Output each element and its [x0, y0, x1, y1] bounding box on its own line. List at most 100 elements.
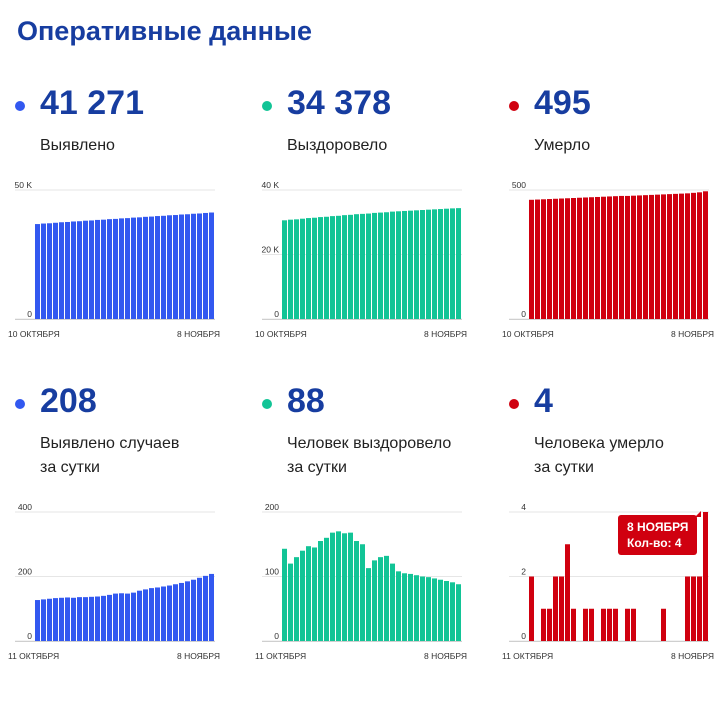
- bar: [553, 198, 558, 319]
- bar: [348, 532, 353, 641]
- status-dot-icon: [262, 399, 272, 409]
- bar: [41, 223, 46, 319]
- bar: [125, 218, 130, 319]
- bar: [47, 223, 52, 319]
- status-dot-icon: [15, 101, 25, 111]
- x-end-label: 8 НОЯБРЯ: [177, 329, 220, 339]
- stat-value: 208: [40, 382, 97, 420]
- y-tick-label: 200: [265, 502, 279, 512]
- bar: [667, 194, 672, 319]
- x-start-label: 11 ОКТЯБРЯ: [255, 651, 306, 661]
- bar: [691, 192, 696, 319]
- bar: [306, 218, 311, 319]
- bar: [59, 597, 64, 641]
- bar: [607, 196, 612, 319]
- bar: [547, 608, 552, 641]
- y-tick-label: 40 K: [262, 180, 280, 190]
- bar: [649, 194, 654, 319]
- status-dot-icon: [15, 399, 25, 409]
- bar: [137, 217, 142, 319]
- bar: [450, 582, 455, 641]
- bar: [95, 219, 100, 319]
- bar-chart-svg: 0 2 4 11 ОКТЯБРЯ 8 НОЯБРЯ: [502, 502, 714, 661]
- bar: [173, 584, 178, 641]
- y-tick-label: 400: [18, 502, 32, 512]
- bar: [161, 215, 166, 319]
- bar: [288, 563, 293, 641]
- bar: [390, 211, 395, 319]
- bar: [631, 195, 636, 319]
- bar: [143, 589, 148, 641]
- bar: [330, 216, 335, 319]
- bar: [583, 197, 588, 319]
- x-end-label: 8 НОЯБРЯ: [177, 651, 220, 661]
- bar-chart: 0 50 K 10 ОКТЯБРЯ 8 НОЯБРЯ: [8, 180, 230, 354]
- bar: [547, 199, 552, 319]
- status-dot-icon: [509, 399, 519, 409]
- bar: [131, 592, 136, 642]
- bar: [149, 216, 154, 319]
- y-tick-label: 4: [521, 502, 526, 512]
- bar: [179, 582, 184, 641]
- bar-chart-svg: 0 200 400 11 ОКТЯБРЯ 8 НОЯБРЯ: [8, 502, 220, 661]
- y-tick-label: 0: [27, 631, 32, 641]
- stat-panel: 495 Умерло 0 500 10 ОКТЯБРЯ 8 НОЯБРЯ: [502, 84, 716, 404]
- bar: [77, 597, 82, 641]
- bar: [107, 594, 112, 641]
- bar: [173, 215, 178, 319]
- x-start-label: 11 ОКТЯБРЯ: [502, 651, 553, 661]
- y-tick-label: 2: [521, 567, 526, 577]
- bar: [372, 212, 377, 319]
- bar: [577, 197, 582, 319]
- y-tick-label: 0: [274, 309, 279, 319]
- bar: [402, 210, 407, 319]
- bar: [125, 593, 130, 641]
- bar-chart: 0 100 200 11 ОКТЯБРЯ 8 НОЯБРЯ: [255, 502, 477, 676]
- bar: [59, 222, 64, 319]
- bar: [655, 194, 660, 319]
- bar: [595, 196, 600, 319]
- bar: [318, 217, 323, 319]
- status-dot-icon: [509, 101, 519, 111]
- bar: [300, 550, 305, 641]
- bar: [625, 195, 630, 319]
- y-tick-label: 0: [521, 309, 526, 319]
- bar: [336, 531, 341, 641]
- bar: [444, 581, 449, 641]
- bar: [384, 555, 389, 641]
- stat-label-line: Выявлено случаев: [40, 435, 180, 452]
- bar: [559, 198, 564, 319]
- bar: [83, 597, 88, 641]
- bar: [559, 576, 564, 641]
- x-start-label: 10 ОКТЯБРЯ: [502, 329, 554, 339]
- y-tick-label: 20 K: [262, 245, 280, 255]
- bar: [324, 216, 329, 319]
- stat-panel: 4 Человека умерло за сутки 0 2 4 11 ОКТЯБРЯ 8 Н…: [502, 382, 716, 702]
- bar: [529, 199, 534, 319]
- bar: [167, 585, 172, 641]
- bar: [366, 213, 371, 319]
- stat-label-line: Человека умерло: [534, 435, 664, 452]
- bar: [631, 608, 636, 641]
- y-tick-label: 0: [274, 631, 279, 641]
- bar: [685, 576, 690, 641]
- bar: [167, 215, 172, 319]
- bar: [360, 544, 365, 641]
- chart-tooltip: 8 НОЯБРЯ Кол-во: 4: [618, 511, 702, 555]
- bar: [589, 608, 594, 641]
- bar: [529, 576, 534, 641]
- bar: [565, 198, 570, 319]
- tooltip-date: 8 НОЯБРЯ: [627, 520, 689, 534]
- stat-label-line: за сутки: [40, 459, 100, 476]
- bar: [378, 557, 383, 641]
- stat-value: 4: [534, 382, 553, 420]
- bar: [541, 199, 546, 319]
- bar: [450, 208, 455, 319]
- bar: [366, 568, 371, 641]
- status-dot-icon: [262, 101, 272, 111]
- bar: [191, 213, 196, 319]
- bar-chart-svg: 0 500 10 ОКТЯБРЯ 8 НОЯБРЯ: [502, 180, 714, 339]
- bar: [432, 209, 437, 319]
- y-tick-label: 500: [512, 180, 526, 190]
- bar: [619, 195, 624, 319]
